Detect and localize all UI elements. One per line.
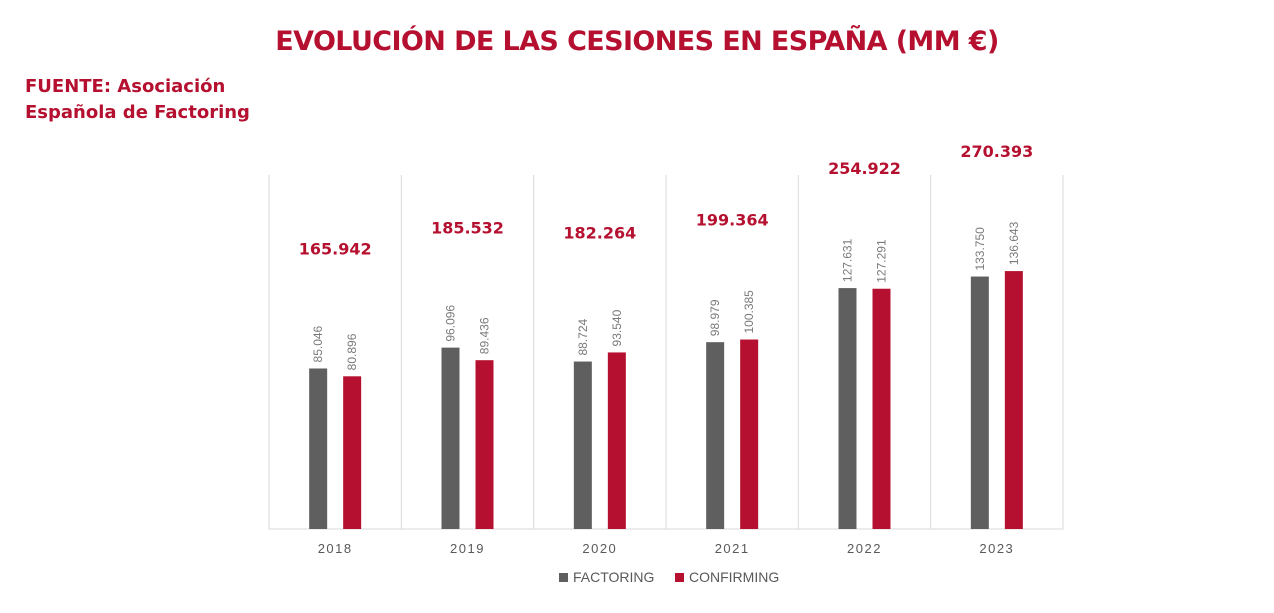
bar-confirming: [872, 288, 891, 529]
year-total-label: 199.364: [696, 211, 769, 230]
year-total-label: 185.532: [431, 219, 504, 238]
bar-factoring: [838, 288, 857, 529]
bar-value-label: 80.896: [345, 333, 359, 370]
legend-swatch-factoring: [559, 573, 568, 582]
bar-value-label: 133.750: [973, 227, 987, 271]
source-line-1: FUENTE: Asociación: [25, 76, 226, 97]
bar-value-label: 96.096: [444, 305, 458, 342]
bar-value-label: 136.643: [1007, 221, 1021, 265]
source-line-2: Española de Factoring: [25, 102, 250, 123]
year-total-label: 165.942: [299, 239, 372, 258]
legend-swatch-confirming: [675, 573, 684, 582]
x-tick-label: 2022: [847, 541, 882, 556]
bar-value-label: 98.979: [708, 299, 722, 336]
year-total-label: 254.922: [828, 159, 901, 178]
bar-factoring: [573, 361, 592, 529]
bar-confirming: [740, 339, 759, 529]
bar-confirming: [475, 360, 494, 529]
year-total-label: 270.393: [960, 142, 1033, 161]
bar-factoring: [309, 368, 328, 529]
bar-factoring: [970, 276, 989, 529]
source-note: FUENTE: Asociación Española de Factoring: [25, 74, 285, 126]
legend-label-confirming: CONFIRMING: [689, 569, 779, 585]
bar-value-label: 85.046: [311, 325, 325, 362]
legend-label-factoring: FACTORING: [573, 569, 654, 585]
bar-confirming: [607, 352, 626, 529]
x-tick-label: 2020: [582, 541, 617, 556]
x-tick-label: 2019: [450, 541, 485, 556]
bar-factoring: [706, 342, 725, 529]
bar-value-label: 88.724: [576, 319, 590, 356]
bar-value-label: 127.631: [841, 238, 855, 282]
bar-value-label: 100.385: [742, 290, 756, 334]
year-total-label: 182.264: [563, 223, 636, 242]
bar-confirming: [1004, 271, 1023, 529]
x-tick-label: 2023: [979, 541, 1014, 556]
bar-value-label: 93.540: [610, 309, 624, 346]
bar-value-label: 89.436: [478, 317, 492, 354]
bar-confirming: [343, 376, 362, 529]
x-tick-label: 2021: [715, 541, 750, 556]
x-tick-label: 2018: [318, 541, 353, 556]
bar-value-label: 127.291: [875, 239, 889, 283]
bar-factoring: [441, 347, 460, 529]
chart-title: EVOLUCIÓN DE LAS CESIONES EN ESPAÑA (MM …: [275, 26, 999, 57]
